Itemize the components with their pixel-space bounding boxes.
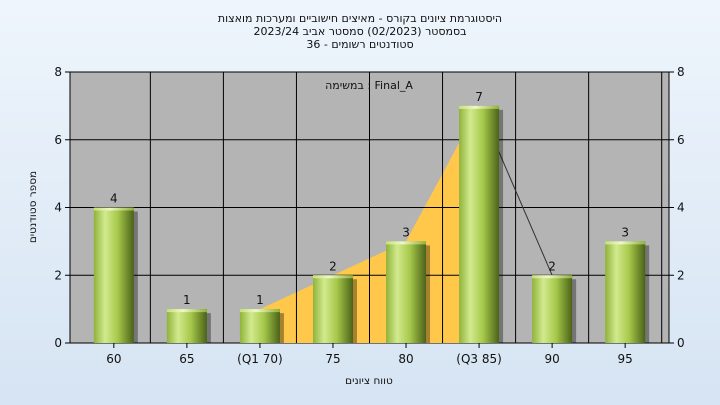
bar-top (239, 309, 280, 313)
title-line-1: היסטוגרמת ציונים בקורס - מאיצים חישוביים… (218, 12, 502, 25)
y-tick-label-right: 0 (677, 336, 685, 350)
x-tick-label: 90 (544, 352, 559, 366)
data-label: 2 (329, 259, 337, 273)
title-line-3: סטודנטים רשומים - 36 (306, 38, 413, 51)
x-tick-label: (Q3 85) (456, 352, 502, 366)
title-line-2: בסמסטר (02/2023) סמסטר אביב 2023/24 (253, 25, 466, 38)
data-label: 3 (621, 225, 629, 239)
x-tick-label: 95 (618, 352, 633, 366)
y-tick-label-right: 2 (677, 268, 685, 282)
x-axis: 60 65 (Q1 70) 75 80 (Q3 85) 90 95 (106, 343, 633, 366)
x-tick-label: 75 (325, 352, 340, 366)
y-tick-label-right: 8 (677, 65, 685, 79)
y-tick-label-right: 6 (677, 133, 685, 147)
chart-title: היסטוגרמת ציונים בקורס - מאיצים חישוביים… (218, 12, 502, 51)
y-axis-label: מספר סטודנטים (27, 171, 39, 243)
data-label: 7 (475, 90, 483, 104)
y-tick-label: 8 (54, 65, 62, 79)
data-label: 1 (256, 293, 264, 307)
bar (312, 275, 353, 343)
bar (459, 105, 500, 343)
bar-top (532, 275, 573, 279)
y-tick-label: 0 (54, 336, 62, 350)
data-labels: 4 1 1 2 3 7 2 3 (110, 90, 629, 307)
bar-top (93, 207, 134, 211)
data-label: 2 (548, 259, 556, 273)
x-tick-label: 60 (106, 352, 121, 366)
data-label: 3 (402, 225, 410, 239)
bar-top (312, 275, 353, 279)
left-y-axis: 0 2 4 6 8 (54, 65, 70, 350)
y-tick-label: 2 (54, 268, 62, 282)
bar-top (386, 241, 427, 245)
x-tick-label: 65 (179, 352, 194, 366)
y-tick-label-right: 4 (677, 201, 685, 215)
bar-top (166, 309, 207, 313)
bar (386, 241, 427, 343)
bar-top (605, 241, 646, 245)
bar (239, 309, 280, 343)
data-label: 4 (110, 192, 118, 206)
chart-annotation: במשימה : Final_A (325, 79, 413, 92)
x-axis-label: טווח ציונים (345, 375, 393, 387)
bars (93, 105, 650, 343)
data-label: 1 (183, 293, 191, 307)
y-tick-label: 4 (54, 201, 62, 215)
bar (605, 241, 646, 343)
bar (532, 275, 573, 343)
bar (93, 207, 134, 343)
y-tick-label: 6 (54, 133, 62, 147)
x-tick-label: (Q1 70) (237, 352, 283, 366)
bar (166, 309, 207, 343)
right-y-axis: 0 2 4 6 8 (669, 65, 685, 350)
x-tick-label: 80 (398, 352, 413, 366)
bar-top (459, 105, 500, 109)
